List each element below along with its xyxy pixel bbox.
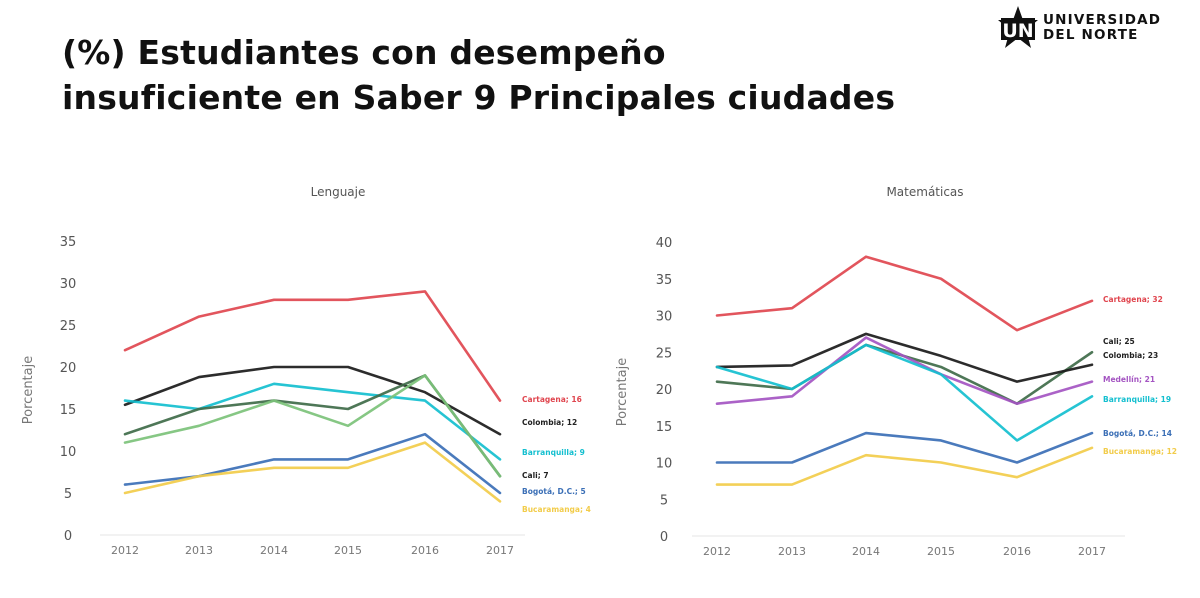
x-tick-label: 2012: [703, 545, 731, 558]
x-tick-label: 2015: [334, 544, 362, 557]
chart-title-lenguaje: Lenguaje: [311, 185, 366, 199]
x-tick-label: 2014: [852, 545, 880, 558]
series-end-label: Colombia; 23: [1103, 351, 1158, 360]
series-line-medellin: [715, 336, 1094, 406]
y-tick-label: 10: [60, 445, 77, 460]
chart-title-matematicas: Matemáticas: [886, 185, 963, 199]
series-line-colombia: [123, 365, 502, 436]
slide-title: (%) Estudiantes con desempeño insuficien…: [62, 30, 895, 120]
series-line-barranquilla: [715, 343, 1094, 442]
series-end-label: Bogotá, D.C.; 14: [1103, 429, 1172, 438]
slide-title-line-1: (%) Estudiantes con desempeño: [62, 33, 666, 72]
x-tick-label: 2015: [927, 545, 955, 558]
series-end-label: Cartagena; 16: [522, 395, 582, 404]
un-star-icon: UN: [997, 6, 1039, 50]
y-tick-label: 5: [64, 487, 72, 502]
series-line-medellin: [123, 374, 502, 478]
series-line-cartagena: [123, 290, 502, 402]
y-tick-label: 0: [64, 529, 72, 544]
logo-line-2: DEL NORTE: [1043, 27, 1139, 43]
x-tick-label: 2016: [411, 544, 439, 557]
logo-mark-text: UN: [1002, 20, 1033, 42]
series-end-label: Bogotá, D.C.; 5: [522, 487, 586, 496]
series-line-barranquilla: [123, 382, 502, 461]
y-tick-label: 35: [656, 273, 673, 288]
series-end-label: Bucaramanga; 4: [522, 505, 591, 514]
series-end-label: Colombia; 12: [522, 418, 577, 427]
series-end-label: Cali; 7: [522, 471, 549, 480]
series-line-cali: [715, 343, 1094, 406]
y-tick-label: 40: [656, 236, 673, 251]
y-tick-label: 30: [60, 277, 77, 292]
slide-title-line-2: insuficiente en Saber 9 Principales ciud…: [62, 78, 896, 117]
y-tick-label: 30: [656, 310, 673, 325]
series-line-cartagena: [715, 255, 1094, 332]
series-line-bucaramanga: [123, 441, 502, 503]
x-tick-label: 2017: [1078, 545, 1106, 558]
chart-lenguaje: Lenguaje Porcentaje 0 5 10 15 20 25 30 35 2012 2013…: [21, 185, 591, 557]
x-tick-label: 2013: [778, 545, 806, 558]
series-line-bucaramanga: [715, 446, 1094, 486]
y-tick-label: 15: [656, 420, 673, 435]
y-tick-label: 15: [60, 403, 77, 418]
x-tick-label: 2017: [486, 544, 514, 557]
y-tick-label: 25: [60, 319, 77, 334]
series-line-bogota-d-c: [715, 431, 1094, 464]
series-line-bogota-d-c: [123, 432, 502, 495]
series-end-label: Medellín; 21: [1103, 375, 1155, 384]
y-tick-label: 5: [660, 493, 668, 508]
y-tick-label: 10: [656, 457, 673, 472]
x-tick-label: 2016: [1003, 545, 1031, 558]
series-end-label: Bucaramanga; 12: [1103, 447, 1177, 456]
y-tick-label: 20: [656, 383, 673, 398]
logo-line-1: UNIVERSIDAD: [1043, 12, 1162, 28]
series-end-label: Cali; 25: [1103, 337, 1135, 346]
series-line-colombia: [715, 332, 1094, 383]
y-axis-label: Porcentaje: [615, 358, 630, 426]
series-end-label: Barranquilla; 9: [522, 448, 585, 457]
series-end-label: Cartagena; 32: [1103, 295, 1163, 304]
y-tick-label: 25: [656, 346, 673, 361]
x-tick-label: 2014: [260, 544, 288, 557]
y-axis-label: Porcentaje: [21, 356, 36, 424]
x-tick-label: 2012: [111, 544, 139, 557]
y-tick-label: 0: [660, 530, 668, 545]
series-end-label: Barranquilla; 19: [1103, 395, 1171, 404]
x-tick-label: 2013: [185, 544, 213, 557]
y-tick-label: 20: [60, 361, 77, 376]
universidad-del-norte-logo: UN UNIVERSIDAD DEL NORTE: [997, 4, 1161, 52]
y-tick-label: 35: [60, 235, 77, 250]
